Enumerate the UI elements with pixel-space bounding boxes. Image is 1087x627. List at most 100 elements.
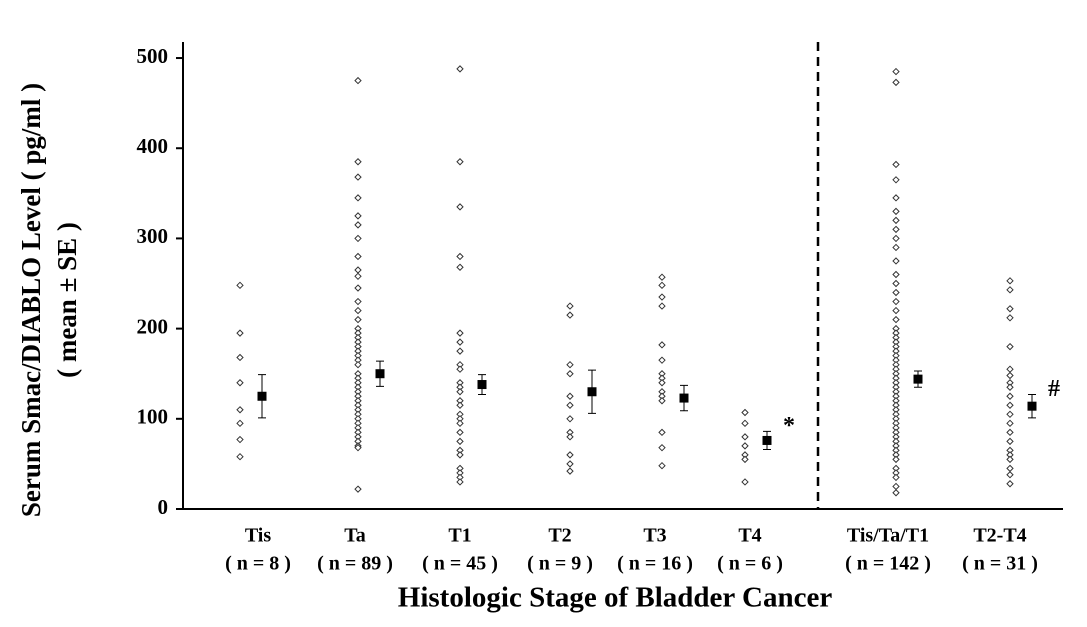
data-point bbox=[236, 435, 244, 444]
data-point bbox=[354, 443, 362, 452]
annotation: # bbox=[1048, 376, 1060, 402]
mean-marker bbox=[375, 369, 385, 379]
data-point bbox=[892, 473, 900, 482]
data-point bbox=[892, 482, 900, 491]
x-tick-label: T3 bbox=[643, 525, 666, 547]
x-tick-label: ( n = 89 ) bbox=[317, 553, 393, 575]
data-point bbox=[1006, 401, 1014, 409]
data-point bbox=[354, 485, 362, 493]
data-point bbox=[658, 428, 666, 437]
data-point bbox=[566, 460, 574, 468]
data-point bbox=[456, 158, 464, 166]
data-point bbox=[354, 76, 362, 85]
data-point bbox=[456, 263, 464, 271]
data-point bbox=[892, 216, 900, 225]
y-tick-label: 200 bbox=[137, 314, 169, 338]
data-point bbox=[456, 252, 464, 261]
data-point bbox=[456, 437, 464, 446]
data-point bbox=[1006, 480, 1014, 488]
data-point bbox=[566, 451, 574, 459]
data-point bbox=[354, 212, 362, 220]
data-point bbox=[354, 360, 362, 369]
data-point bbox=[658, 379, 666, 387]
data-point bbox=[892, 207, 900, 216]
data-point bbox=[354, 272, 362, 281]
data-point bbox=[658, 302, 666, 310]
x-tick-label: Tis/Ta/T1 bbox=[847, 525, 929, 547]
data-point bbox=[566, 392, 574, 400]
x-tick-label: ( n = 6 ) bbox=[717, 553, 783, 575]
y-tick-label: 400 bbox=[137, 134, 169, 158]
data-point bbox=[892, 160, 900, 169]
x-tick-label: ( n = 16 ) bbox=[617, 553, 693, 575]
data-point bbox=[892, 288, 900, 297]
data-point bbox=[1006, 286, 1014, 294]
data-point bbox=[354, 297, 362, 306]
data-point bbox=[1006, 342, 1014, 351]
data-point bbox=[741, 433, 749, 441]
y-tick-label: 300 bbox=[137, 224, 169, 248]
data-point bbox=[741, 478, 749, 486]
x-tick-label: ( n = 142 ) bbox=[845, 553, 931, 575]
x-tick-label: T2-T4 bbox=[973, 525, 1026, 547]
data-point bbox=[892, 270, 900, 279]
data-point bbox=[1006, 455, 1014, 464]
data-point bbox=[741, 455, 749, 464]
mean-marker bbox=[679, 393, 689, 403]
data-point bbox=[456, 65, 464, 73]
data-point bbox=[1006, 471, 1014, 479]
mean-marker bbox=[762, 435, 772, 445]
data-point bbox=[1006, 383, 1014, 391]
data-point bbox=[566, 302, 574, 310]
data-point bbox=[354, 194, 362, 202]
data-point bbox=[892, 78, 900, 87]
data-point bbox=[892, 455, 900, 464]
y-tick-label: 0 bbox=[158, 495, 169, 519]
x-tick-label: ( n = 45 ) bbox=[422, 553, 498, 575]
data-point bbox=[892, 315, 900, 324]
data-point bbox=[1006, 437, 1014, 446]
x-tick-label: T2 bbox=[548, 525, 571, 547]
data-point bbox=[658, 397, 666, 405]
data-point bbox=[1006, 365, 1014, 373]
data-point bbox=[1006, 392, 1014, 400]
data-point bbox=[892, 306, 900, 315]
data-point bbox=[1006, 277, 1014, 285]
y-tick-label: 500 bbox=[137, 44, 169, 68]
data-point bbox=[658, 462, 666, 470]
data-point bbox=[354, 173, 362, 181]
mean-marker bbox=[477, 380, 487, 390]
data-point bbox=[892, 297, 900, 306]
data-point bbox=[658, 356, 666, 364]
data-point bbox=[892, 225, 900, 234]
data-point bbox=[566, 433, 574, 441]
data-point bbox=[354, 266, 362, 274]
data-point bbox=[236, 353, 244, 362]
data-point bbox=[456, 365, 464, 373]
data-point bbox=[1006, 314, 1014, 322]
data-point bbox=[658, 293, 666, 301]
data-point bbox=[1006, 410, 1014, 419]
data-point bbox=[741, 442, 749, 450]
data-point bbox=[456, 329, 464, 337]
data-point bbox=[892, 234, 900, 243]
data-point bbox=[456, 478, 464, 486]
data-point bbox=[741, 419, 749, 428]
data-point bbox=[566, 360, 574, 369]
data-point bbox=[354, 158, 362, 166]
data-point bbox=[236, 452, 244, 461]
data-point bbox=[236, 281, 244, 290]
data-point bbox=[354, 234, 362, 243]
data-point bbox=[892, 194, 900, 202]
data-point bbox=[566, 311, 574, 319]
data-point bbox=[456, 388, 464, 396]
mean-marker bbox=[257, 391, 267, 401]
data-point bbox=[354, 252, 362, 261]
y-axis-label: ( mean ± SE ) bbox=[52, 222, 82, 378]
x-tick-label: ( n = 8 ) bbox=[225, 553, 291, 575]
data-point bbox=[741, 408, 749, 417]
x-tick-label: Tis bbox=[245, 525, 272, 547]
data-point bbox=[236, 379, 244, 387]
data-point bbox=[236, 419, 244, 428]
